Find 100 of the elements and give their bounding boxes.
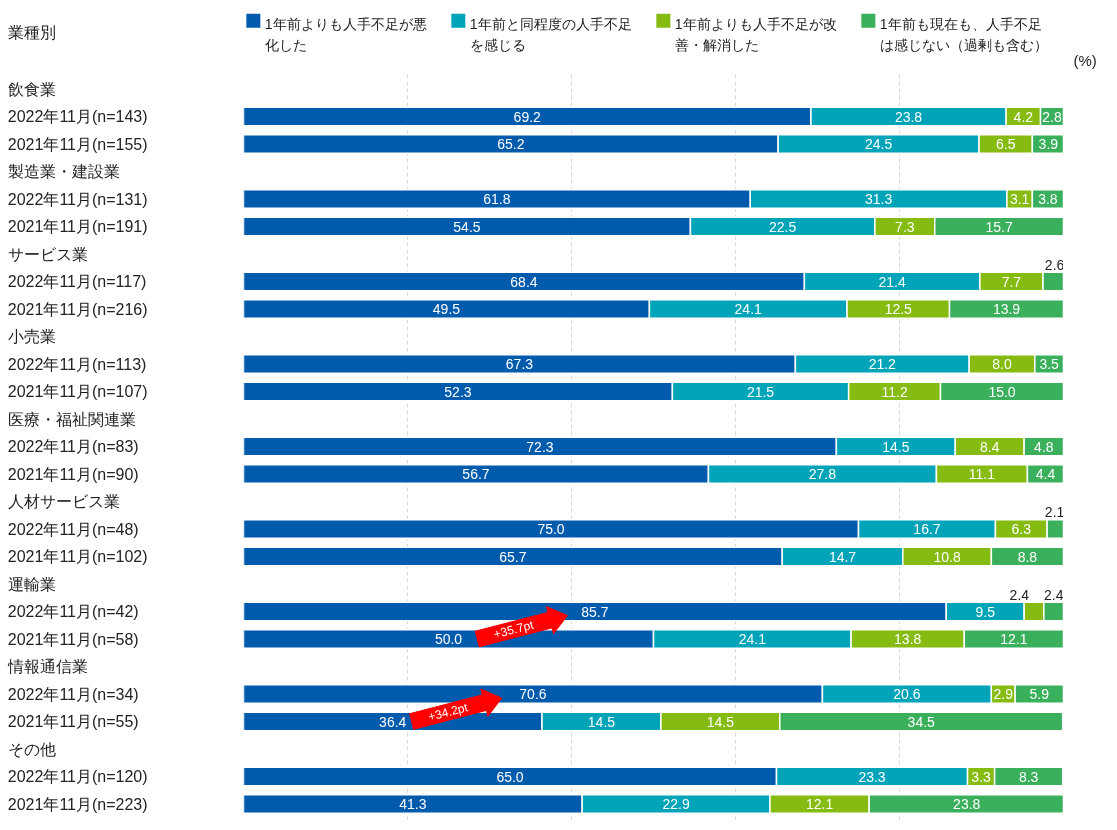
data-label: 21.5 (746, 383, 775, 400)
data-label: 27.8 (808, 466, 837, 482)
data-label: 6.5 (995, 136, 1016, 152)
data-label: 2.6 (1044, 256, 1065, 273)
data-label: 3.9 (1038, 136, 1059, 152)
y-tick-label: 2021年11月(n=58) (7, 630, 139, 648)
y-tick-label: 2022年11月(n=48) (7, 520, 139, 538)
annotation: +35.7pt (492, 617, 536, 642)
y-tick-label: 人材サービス業 (7, 493, 120, 510)
data-label: 2.8 (1042, 108, 1062, 125)
y-tick-label: 医療・福祉関連業 (7, 410, 136, 428)
y-tick-label: サービス業 (7, 245, 88, 263)
data-label: 75.0 (537, 521, 565, 537)
y-tick-label: 2021年11月(n=90) (7, 465, 139, 483)
y-tick-label: 2022年11月(n=42) (7, 603, 139, 620)
y-tick-label: その他 (7, 740, 56, 758)
y-tick-label: 2021年11月(n=107) (7, 383, 148, 400)
data-label: 65.0 (496, 768, 524, 785)
data-label: 41.3 (399, 796, 427, 812)
y-tick-label: 2022年11月(n=83) (7, 438, 139, 455)
data-label: 13.8 (894, 631, 922, 647)
legend-label: 1年前と同程度の人手不足を感じる (469, 15, 632, 53)
data-label: 12.1 (805, 796, 834, 812)
y-tick-label: 2022年11月(n=34) (7, 685, 139, 703)
y-tick-label: 運輸業 (7, 575, 56, 593)
data-label: 14.5 (882, 438, 910, 455)
data-label: 16.7 (913, 521, 941, 537)
data-label: 36.4 (379, 713, 407, 730)
y-tick-label: 2022年11月(n=120) (7, 768, 148, 785)
data-label: 23.8 (953, 796, 981, 812)
data-label: 72.3 (526, 438, 554, 455)
data-label: 10.8 (933, 548, 961, 565)
y-tick-label: 2022年11月(n=117) (7, 273, 147, 290)
data-label: 14.7 (828, 548, 857, 565)
data-label: 8.8 (1017, 548, 1038, 565)
data-label: 9.5 (975, 603, 996, 620)
data-label: 20.6 (893, 686, 921, 702)
data-label: 11.1 (968, 466, 996, 482)
y-tick-label: 情報通信業 (6, 658, 88, 675)
data-label: 70.6 (519, 686, 547, 702)
data-label: 23.8 (894, 108, 923, 125)
data-label: 14.5 (706, 713, 735, 730)
y-tick-label: 2022年11月(n=113) (7, 355, 147, 373)
data-label: 5.9 (1029, 686, 1050, 702)
annotation: +34.2pt (426, 700, 470, 724)
data-label: 49.5 (432, 301, 461, 317)
data-label: 50.0 (434, 631, 463, 647)
data-label: 3.8 (1038, 191, 1058, 207)
data-label: 7.3 (895, 218, 915, 235)
data-label: 2.1 (1044, 504, 1065, 521)
data-label: 21.2 (868, 356, 897, 372)
data-label: 24.5 (864, 136, 893, 152)
data-label: 3.3 (971, 768, 992, 785)
data-label: 34.5 (907, 713, 936, 730)
data-label: 15.7 (985, 218, 1013, 235)
data-label: 85.7 (581, 603, 609, 620)
data-label: 52.3 (444, 383, 472, 400)
text: (%) (1073, 51, 1097, 69)
data-label: 3.5 (1039, 356, 1060, 372)
y-tick-label: 2021年11月(n=55) (7, 713, 139, 730)
data-label: 4.4 (1035, 466, 1056, 482)
data-label: 4.2 (1013, 108, 1034, 125)
y-tick-label: 2021年11月(n=216) (7, 300, 148, 318)
data-label: 23.3 (858, 768, 886, 785)
data-label: 56.7 (462, 466, 490, 482)
y-tick-label: 小売業 (7, 328, 56, 345)
y-tick-label: 2021年11月(n=155) (7, 135, 148, 153)
data-label: 8.4 (979, 438, 1000, 455)
data-label: 24.1 (738, 631, 767, 647)
y-tick-label: 飲食業 (7, 80, 56, 98)
data-label: 61.8 (483, 191, 511, 207)
data-label: 15.0 (988, 383, 1016, 400)
data-label: 4.8 (1034, 438, 1054, 455)
data-label: 7.7 (1001, 273, 1022, 290)
data-label: 8.0 (992, 356, 1012, 372)
y-tick-label: 2022年11月(n=143) (7, 108, 148, 125)
data-label: 31.3 (864, 191, 893, 207)
data-label: 2.4 (1044, 586, 1064, 603)
legend-label: 1年前も現在も、人手不足は感じない（過剰も含む） (879, 15, 1048, 53)
data-label: 13.9 (992, 301, 1021, 317)
y-axis-title: 業種別 (7, 24, 56, 42)
data-label: 68.4 (510, 273, 538, 290)
y-tick-label: 2022年11月(n=131) (7, 190, 148, 208)
y-tick-label: 2021年11月(n=191) (7, 218, 148, 235)
y-tick-label: 2021年11月(n=102) (7, 548, 148, 565)
data-label: 67.3 (505, 356, 534, 372)
y-tick-label: 2021年11月(n=223) (7, 795, 148, 813)
data-label: 21.4 (878, 273, 906, 290)
data-label: 14.5 (587, 713, 616, 730)
data-label: 65.7 (499, 548, 527, 565)
legend-label: 1年前よりも人手不足が悪化した (264, 15, 427, 53)
data-label: 8.3 (1018, 768, 1039, 785)
legend-label: 1年前よりも人手不足が改善・解消した (674, 15, 837, 53)
data-label: 65.2 (497, 136, 525, 152)
data-label: 12.5 (884, 301, 913, 317)
data-label: 11.2 (881, 383, 908, 400)
y-tick-label: 製造業・建設業 (7, 163, 120, 180)
data-label: 2.4 (1009, 586, 1030, 603)
data-label: 22.9 (662, 796, 690, 812)
data-label: 2.9 (993, 686, 1014, 702)
